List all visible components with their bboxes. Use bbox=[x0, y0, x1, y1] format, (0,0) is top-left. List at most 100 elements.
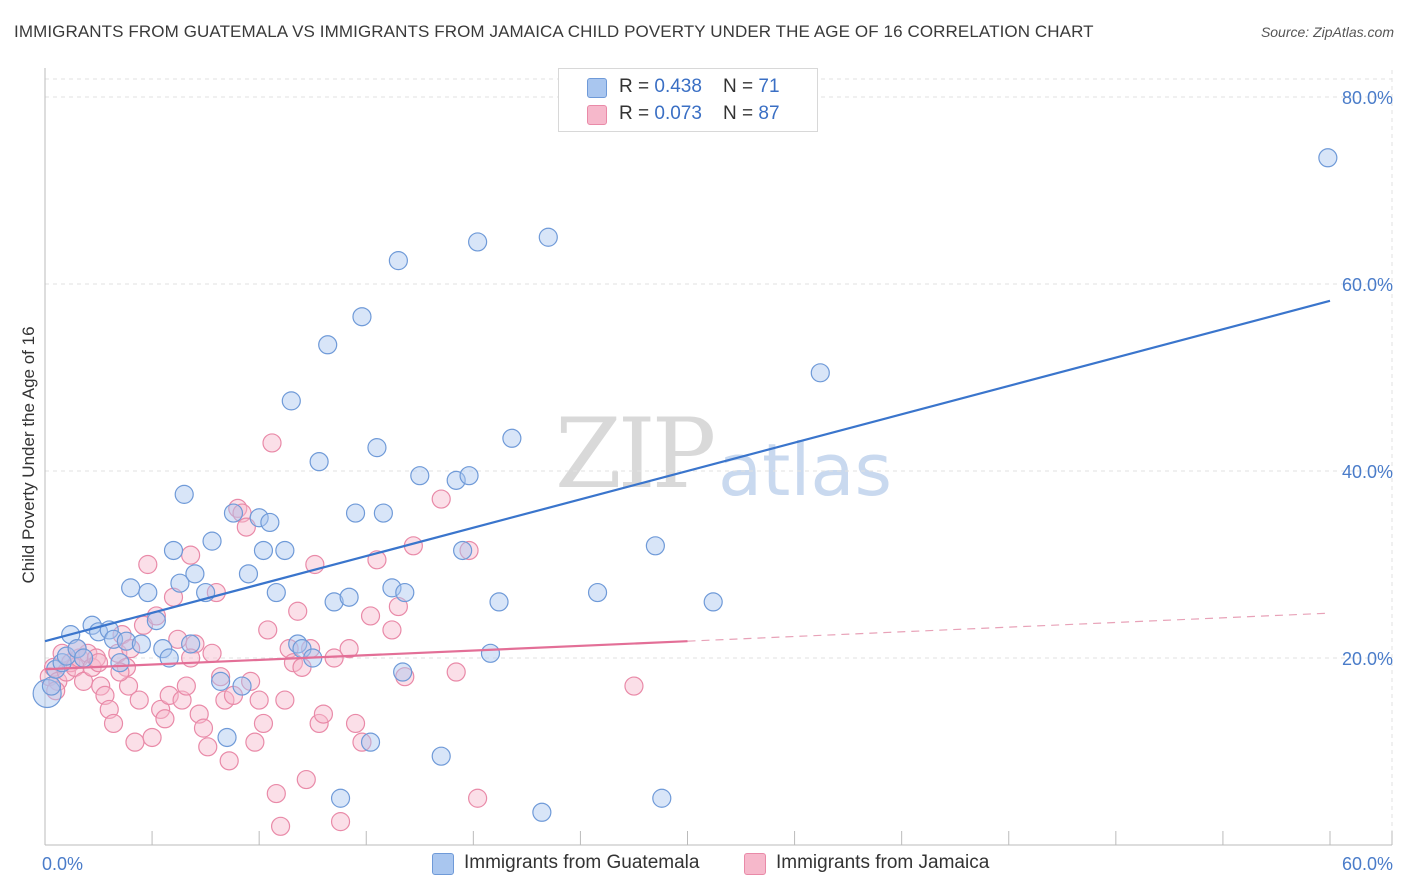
point-jamaica bbox=[339, 639, 359, 659]
point-jamaica bbox=[253, 713, 274, 734]
legend-r-value: 0.073 bbox=[654, 103, 702, 124]
point-jamaica bbox=[103, 713, 124, 734]
point-guatemala bbox=[352, 307, 372, 327]
legend-n-label: N = bbox=[723, 76, 759, 97]
point-jamaica bbox=[388, 596, 408, 617]
y-tick-label: 40.0% bbox=[1342, 462, 1393, 482]
legend-n-label: N = bbox=[723, 103, 759, 124]
point-jamaica bbox=[138, 554, 158, 575]
y-axis-label: Child Poverty Under the Age of 16 bbox=[19, 326, 38, 583]
point-jamaica bbox=[118, 676, 139, 696]
point-guatemala bbox=[388, 251, 408, 271]
correlation-legend: R = 0.438 N = 71 R = 0.073 N = 87 bbox=[558, 68, 818, 132]
point-jamaica bbox=[288, 601, 308, 621]
point-guatemala bbox=[163, 540, 184, 561]
point-guatemala bbox=[232, 676, 252, 696]
point-guatemala bbox=[309, 452, 329, 472]
point-jamaica bbox=[431, 489, 451, 509]
point-jamaica bbox=[236, 517, 256, 537]
point-guatemala bbox=[410, 466, 430, 486]
point-guatemala bbox=[459, 466, 479, 486]
point-jamaica bbox=[211, 667, 231, 687]
bottom-legend-swatch-jamaica bbox=[744, 853, 766, 875]
legend-swatch-jamaica bbox=[587, 105, 607, 125]
legend-r-label: R = bbox=[619, 103, 655, 124]
point-guatemala bbox=[1318, 148, 1338, 168]
point-guatemala bbox=[211, 671, 231, 691]
point-jamaica bbox=[202, 643, 222, 663]
trend-line-jamaica-projection bbox=[687, 612, 1331, 642]
point-guatemala bbox=[360, 732, 381, 752]
point-jamaica bbox=[193, 718, 214, 738]
point-jamaica bbox=[382, 620, 402, 640]
point-guatemala bbox=[223, 503, 244, 523]
point-jamaica bbox=[129, 690, 149, 710]
point-guatemala bbox=[324, 592, 344, 612]
point-jamaica bbox=[309, 713, 329, 734]
point-jamaica bbox=[313, 704, 334, 724]
bottom-legend-swatch-guatemala bbox=[432, 853, 454, 875]
point-guatemala bbox=[446, 470, 466, 490]
point-jamaica bbox=[151, 699, 171, 720]
point-guatemala bbox=[393, 662, 413, 682]
x-tick-label: 0.0% bbox=[42, 854, 83, 874]
point-guatemala bbox=[110, 653, 130, 673]
point-guatemala bbox=[810, 363, 830, 383]
point-guatemala bbox=[260, 512, 280, 533]
point-guatemala bbox=[170, 573, 190, 593]
point-jamaica bbox=[249, 690, 269, 710]
watermark-atlas: atlas bbox=[718, 428, 892, 512]
legend-swatch-guatemala bbox=[587, 78, 607, 98]
point-jamaica bbox=[258, 620, 278, 640]
axes bbox=[44, 68, 1393, 846]
legend-n-value: 71 bbox=[758, 76, 780, 97]
point-jamaica bbox=[459, 540, 479, 561]
trend-line-guatemala bbox=[44, 299, 1331, 643]
series-guatemala bbox=[32, 148, 1338, 822]
point-guatemala bbox=[266, 582, 286, 603]
trend-lines bbox=[44, 299, 1331, 671]
point-jamaica bbox=[133, 615, 154, 635]
point-guatemala bbox=[538, 227, 558, 247]
point-guatemala bbox=[249, 508, 269, 528]
point-guatemala bbox=[131, 634, 151, 654]
point-jamaica bbox=[219, 751, 239, 771]
point-guatemala bbox=[318, 335, 338, 355]
y-tick-label: 20.0% bbox=[1342, 649, 1393, 669]
point-guatemala bbox=[502, 428, 522, 448]
point-guatemala bbox=[181, 634, 201, 654]
point-guatemala bbox=[153, 639, 173, 659]
bottom-legend-label-jamaica: Immigrants from Jamaica bbox=[776, 852, 990, 873]
point-guatemala bbox=[645, 536, 665, 556]
point-jamaica bbox=[245, 732, 265, 752]
point-guatemala bbox=[202, 531, 222, 551]
trend-line-jamaica bbox=[44, 640, 688, 671]
point-jamaica bbox=[330, 812, 351, 832]
point-guatemala bbox=[489, 592, 509, 612]
point-guatemala bbox=[275, 540, 295, 561]
point-jamaica bbox=[142, 727, 162, 748]
point-guatemala bbox=[345, 503, 366, 523]
legend-r-label: R = bbox=[619, 76, 655, 97]
x-tick-label: 60.0% bbox=[1342, 854, 1393, 874]
point-guatemala bbox=[253, 540, 274, 561]
point-guatemala bbox=[281, 391, 301, 411]
point-jamaica bbox=[198, 737, 218, 757]
point-jamaica bbox=[125, 732, 145, 752]
point-guatemala bbox=[41, 676, 62, 696]
watermark-zip: ZIP bbox=[555, 398, 716, 510]
point-guatemala bbox=[373, 503, 393, 523]
point-guatemala bbox=[67, 639, 87, 659]
point-jamaica bbox=[360, 606, 381, 626]
point-jamaica bbox=[91, 676, 111, 696]
point-guatemala bbox=[367, 438, 387, 458]
point-jamaica bbox=[159, 685, 179, 706]
y-tick-label: 80.0% bbox=[1342, 88, 1393, 108]
point-guatemala bbox=[238, 564, 259, 584]
point-guatemala bbox=[652, 788, 672, 808]
point-guatemala bbox=[185, 564, 205, 584]
point-jamaica bbox=[446, 662, 466, 682]
legend-n-value: 87 bbox=[758, 103, 780, 124]
point-jamaica bbox=[270, 816, 291, 836]
